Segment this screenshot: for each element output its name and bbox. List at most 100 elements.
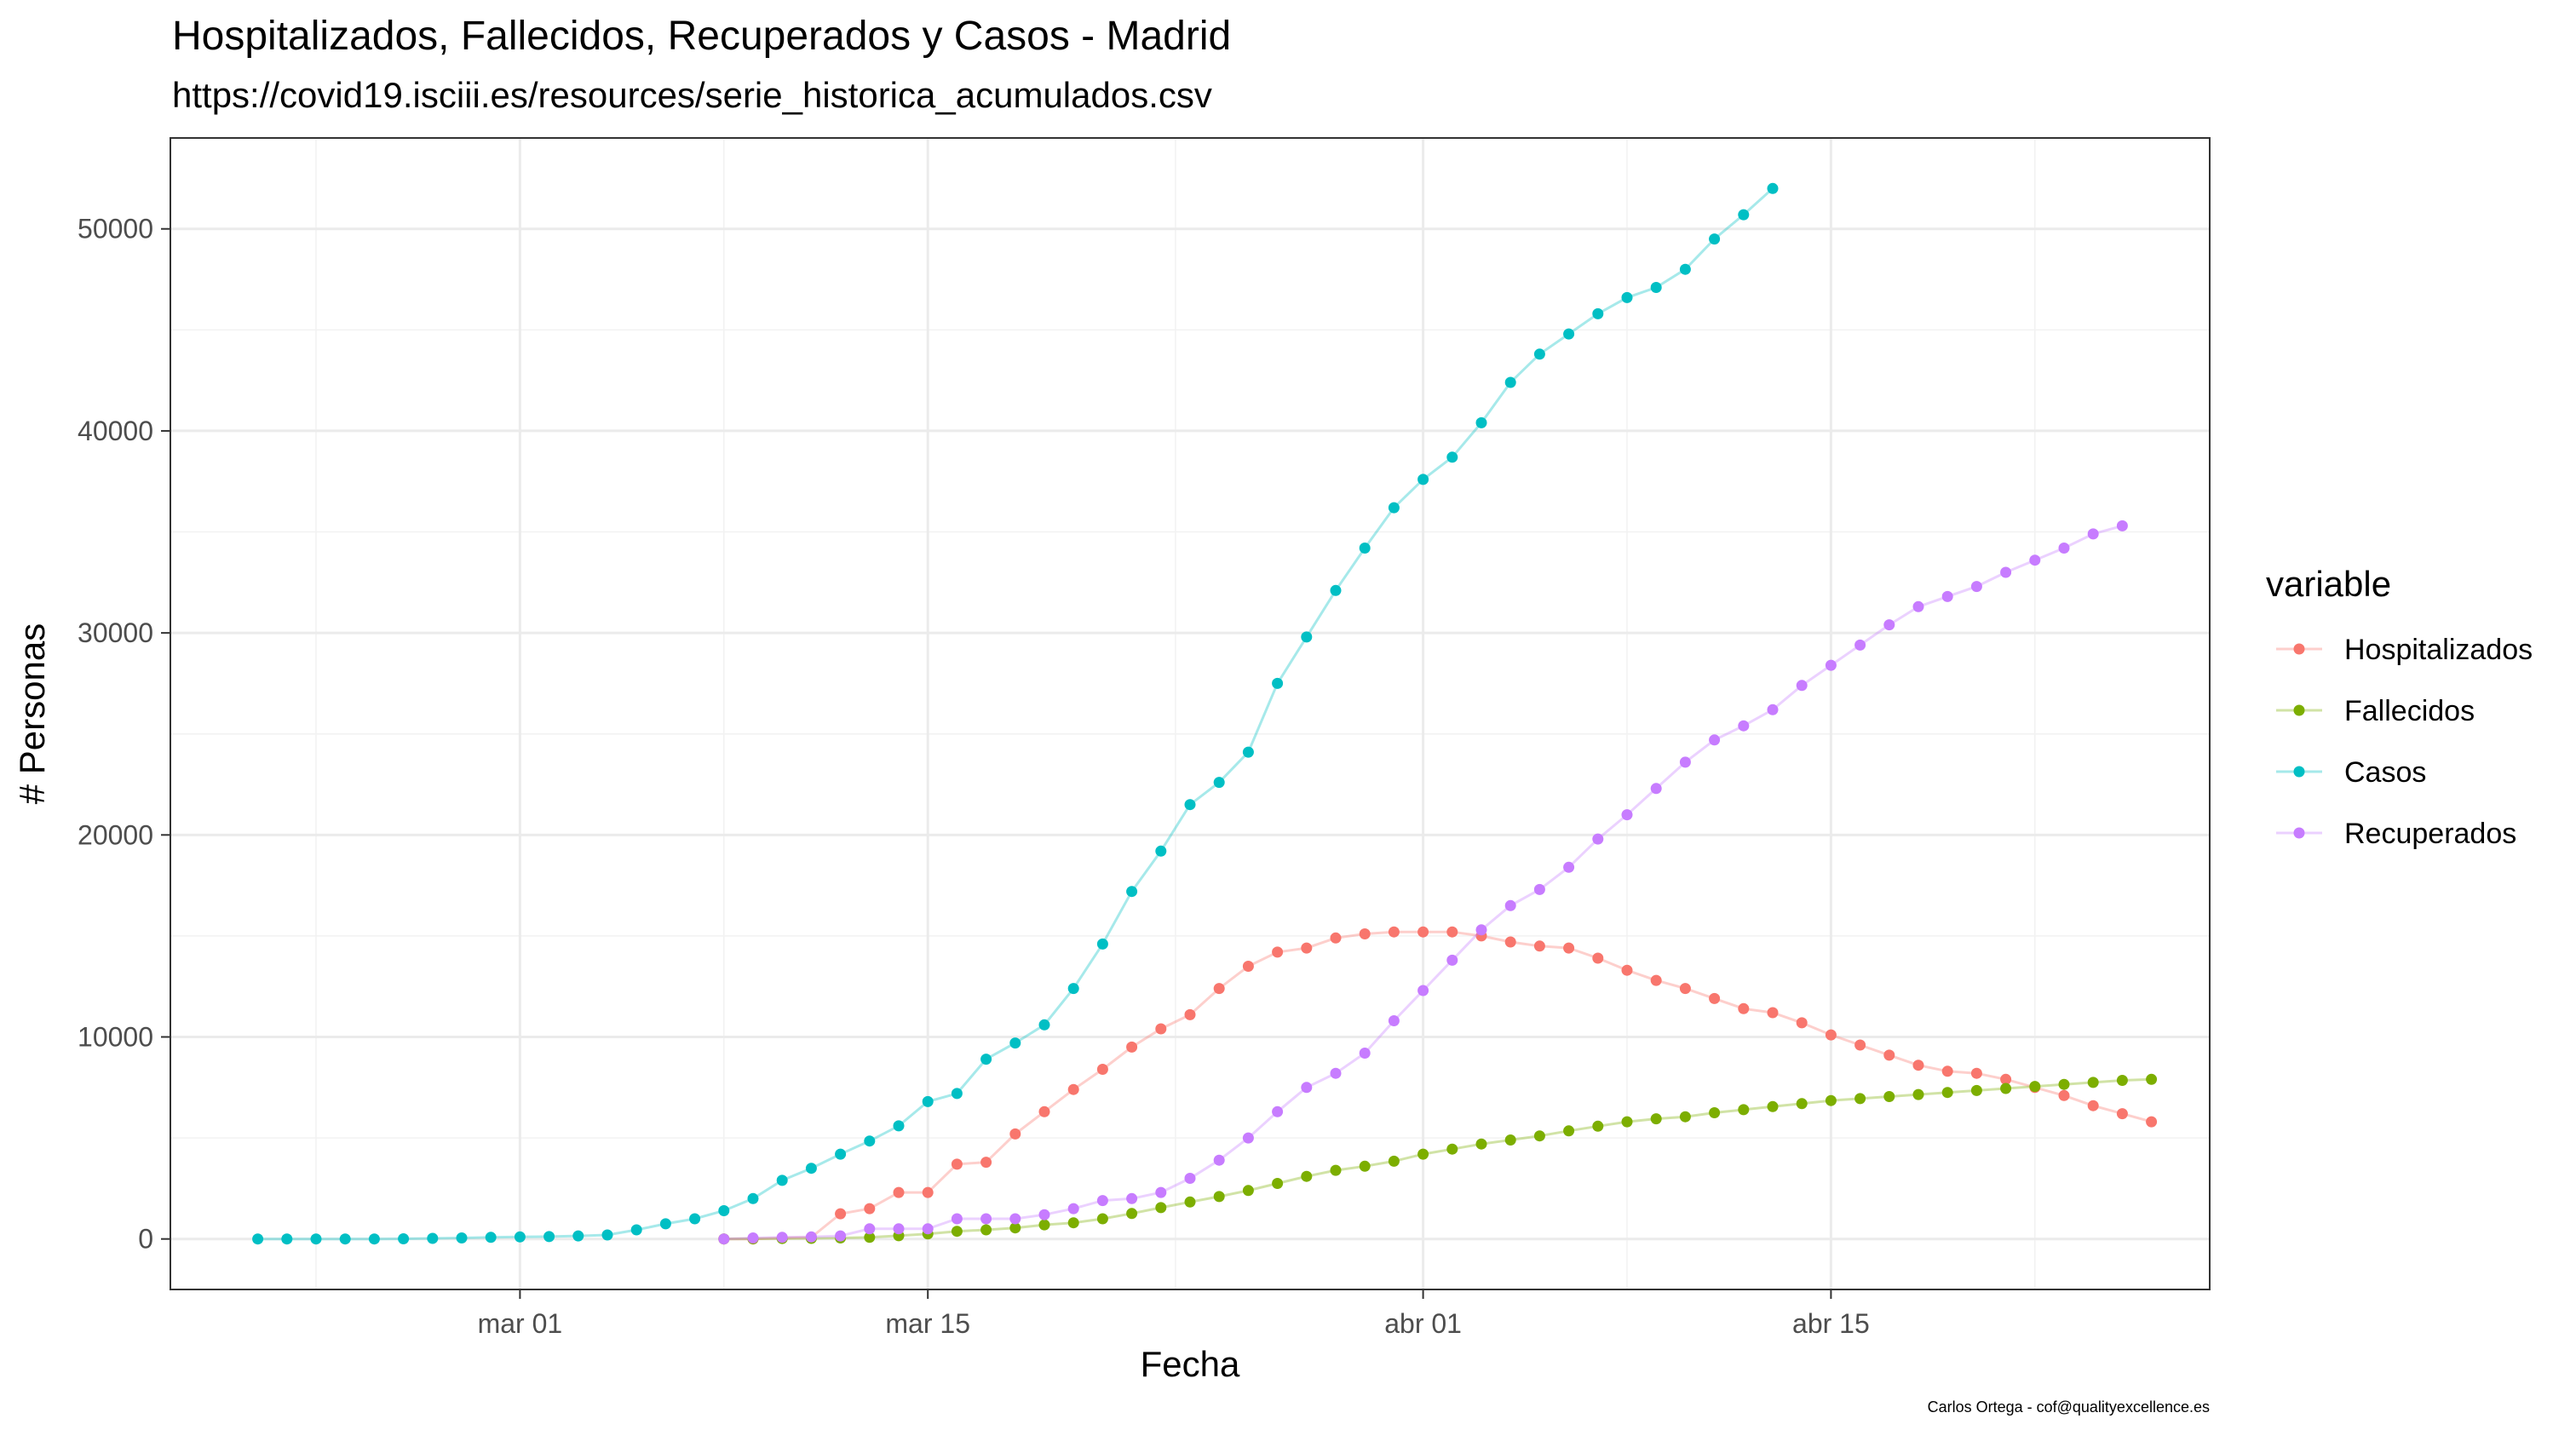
data-point (1679, 263, 1691, 275)
data-point (1533, 883, 1545, 895)
x-tick-label: mar 15 (885, 1308, 970, 1339)
data-point (2116, 1075, 2128, 1086)
data-point (835, 1230, 847, 1242)
data-point (1709, 1107, 1721, 1118)
legend-key-recuperados (2276, 827, 2322, 839)
data-point (1242, 1185, 1254, 1197)
data-point (339, 1233, 351, 1245)
data-point (1621, 291, 1633, 303)
data-point (1067, 1203, 1079, 1215)
data-point (922, 1223, 934, 1235)
data-point (1563, 861, 1575, 873)
data-point (1825, 1094, 1837, 1106)
data-point (1738, 1104, 1750, 1116)
data-point (1592, 833, 1604, 845)
data-point (1767, 1100, 1779, 1112)
data-point (1767, 704, 1779, 715)
data-point (543, 1231, 555, 1243)
data-point (1621, 809, 1633, 821)
x-axis: mar 01 mar 15 abr 01 abr 15 (478, 1289, 1870, 1339)
data-point (1009, 1037, 1021, 1049)
data-point (2087, 1100, 2099, 1111)
data-point (2146, 1073, 2158, 1085)
legend-key-point (2293, 827, 2305, 839)
data-point (1796, 1017, 1808, 1029)
data-point (1709, 992, 1721, 1004)
data-point (1912, 600, 1924, 612)
data-point (1417, 1148, 1429, 1160)
grid-major (170, 138, 2210, 1289)
caption: Carlos Ortega - cof@qualityexcellence.es (1928, 1398, 2210, 1416)
data-point (893, 1120, 905, 1132)
data-point (1650, 783, 1662, 795)
data-point (2000, 1083, 2012, 1094)
data-point (1301, 1170, 1313, 1182)
data-point (1446, 926, 1458, 938)
data-point (2087, 1077, 2099, 1088)
x-tick-label: abr 01 (1384, 1308, 1462, 1339)
data-point (1301, 1082, 1313, 1094)
data-point (1359, 543, 1371, 554)
data-point (572, 1230, 584, 1242)
data-point (922, 1186, 934, 1198)
data-point (980, 1224, 992, 1236)
legend-key-point (2293, 704, 2305, 716)
data-point (1709, 734, 1721, 746)
data-point (718, 1233, 730, 1245)
data-point (1504, 936, 1516, 948)
data-point (864, 1223, 876, 1235)
series-layer (252, 182, 2158, 1245)
data-point (1563, 1125, 1575, 1137)
data-point (1970, 1084, 1982, 1096)
data-point (1155, 1202, 1167, 1214)
data-point (1738, 720, 1750, 732)
data-point (1009, 1128, 1021, 1140)
data-point (1825, 659, 1837, 671)
data-point (1009, 1222, 1021, 1234)
y-axis: 0 10000 20000 30000 40000 50000 (78, 214, 170, 1255)
data-point (1650, 282, 1662, 293)
data-point (1912, 1060, 1924, 1071)
data-point (1359, 1048, 1371, 1059)
data-point (2146, 1116, 2158, 1128)
data-point (2087, 528, 2099, 540)
data-point (1184, 1173, 1196, 1184)
data-point (1417, 926, 1429, 938)
data-point (776, 1174, 788, 1186)
data-point (2000, 566, 2012, 578)
data-point (2058, 1089, 2070, 1101)
data-point (1679, 983, 1691, 995)
data-point (1155, 1186, 1167, 1198)
data-point (368, 1233, 380, 1245)
data-point (1096, 1213, 1108, 1225)
data-point (2116, 1108, 2128, 1120)
data-point (1330, 1067, 1342, 1079)
data-point (747, 1192, 759, 1204)
data-point (1213, 1154, 1225, 1166)
data-point (776, 1232, 788, 1243)
data-point (2058, 543, 2070, 554)
data-point (1941, 1087, 1953, 1099)
legend-title: variable (2266, 564, 2391, 604)
data-point (1038, 1106, 1050, 1117)
x-tick-label: abr 15 (1792, 1308, 1870, 1339)
data-point (747, 1232, 759, 1243)
data-point (1184, 1008, 1196, 1020)
data-point (1272, 1106, 1284, 1117)
data-point (1854, 639, 1866, 651)
data-point (1242, 1132, 1254, 1144)
data-point (1446, 954, 1458, 966)
data-point (1446, 451, 1458, 463)
data-point (1009, 1213, 1021, 1225)
y-tick-label: 50000 (78, 214, 153, 244)
data-point (1272, 946, 1284, 958)
legend-label: Casos (2344, 756, 2426, 789)
series-fallecidos (718, 1073, 2158, 1245)
data-point (427, 1232, 439, 1244)
data-point (398, 1233, 410, 1244)
y-tick-label: 0 (138, 1224, 153, 1255)
data-point (1126, 1208, 1138, 1220)
data-point (1767, 1007, 1779, 1019)
plot-panel (170, 137, 2211, 1290)
data-point (1388, 926, 1400, 938)
